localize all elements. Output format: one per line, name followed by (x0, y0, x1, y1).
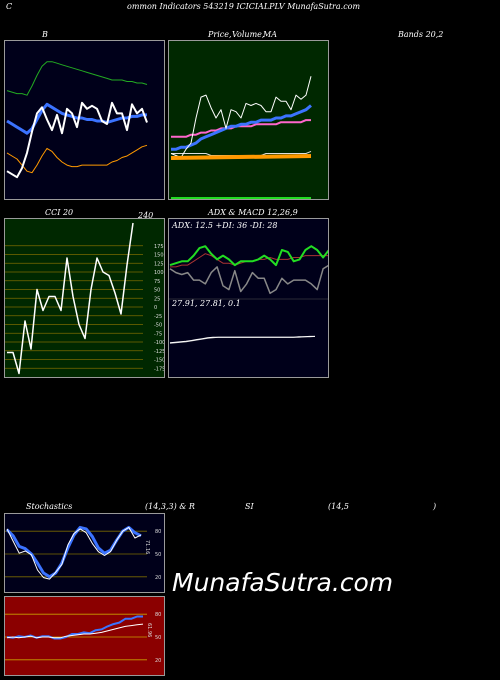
cci-tick-label: -50 (154, 323, 162, 329)
cci-tick-label: 100 (154, 270, 164, 276)
stoch-label-a: Stochastics (26, 502, 72, 511)
stoch-label-d: (14,5 (328, 502, 349, 511)
header-left: C (6, 2, 12, 11)
volume-ma-band (171, 156, 311, 158)
ma-mid-line (171, 120, 311, 137)
minus-di-line (170, 265, 329, 293)
cci-panel: 175 150 125 100 75 50 25 0 -25 -50 -75 -100 -125 -150… (4, 218, 165, 378)
rsi-tick-label: 50 (155, 635, 161, 641)
cci-tick-label: -125 (154, 349, 165, 355)
cci-tick-label: -175 (154, 366, 165, 372)
cci-tick-label: -75 (154, 331, 162, 337)
bollinger-panel (4, 40, 165, 200)
stoch-tick-label: 80 (155, 529, 161, 535)
cci-tick-label: 75 (154, 279, 160, 285)
stoch-label-e: ) (433, 502, 436, 511)
price-label-2: Volume, (232, 30, 264, 39)
bb-price-line (7, 103, 147, 177)
macd-line (170, 336, 315, 342)
stoch-label-c: SI (245, 502, 254, 511)
rsi-tick-label: 20 (155, 658, 161, 664)
ma-short-line (171, 106, 311, 150)
price-label-1: Price, (208, 30, 232, 39)
price-label-3: MA (263, 30, 277, 39)
adx-readout: ADX: 12.5 +DI: 36 -DI: 28 (172, 221, 277, 230)
adx-macd-panel: ADX: 12.5 +DI: 36 -DI: 28 27.91, 27.81, … (168, 218, 329, 378)
cci-tick-label: 125 (154, 261, 164, 267)
rsi-tick-label: 80 (155, 612, 161, 618)
bands-label: Bands 20,2 (398, 30, 443, 39)
rsi-panel: 80 50 20 61.96 (4, 596, 165, 676)
watermark: MunafaSutra.com (172, 568, 393, 597)
stoch-tick-label: 50 (155, 552, 161, 558)
cci-tick-label: -150 (154, 358, 165, 364)
cci-tick-label: -25 (154, 314, 162, 320)
cci-tick-label: 50 (154, 288, 160, 294)
cci-label: CCI 20 (45, 208, 73, 217)
cci-tick-label: 175 (154, 244, 164, 250)
cci-tick-label: -100 (154, 340, 165, 346)
adx-label: ADX & MACD 12,26,9 (208, 208, 298, 217)
header-title: ommon Indicators 543219 ICICIALPLV Munaf… (127, 2, 360, 11)
macd-readout: 27.91, 27.81, 0.1 (172, 299, 241, 308)
bb-label: B (42, 30, 48, 39)
cci-tick-label: 25 (154, 296, 160, 302)
rsi-value-label: 61.96 (146, 623, 152, 637)
stochastics-panel: 80 50 20 71.16 (4, 513, 165, 593)
stoch-tick-label: 20 (155, 575, 161, 581)
cci-tick-label: 150 (154, 253, 164, 259)
stoch-value-label: 71.16 (144, 540, 150, 554)
price-ma-panel (168, 40, 329, 200)
bb-upper-band-line (7, 62, 147, 95)
stoch-label-b: (14,3,3) & R (145, 502, 195, 511)
cci-tick-label: 0 (154, 305, 157, 311)
